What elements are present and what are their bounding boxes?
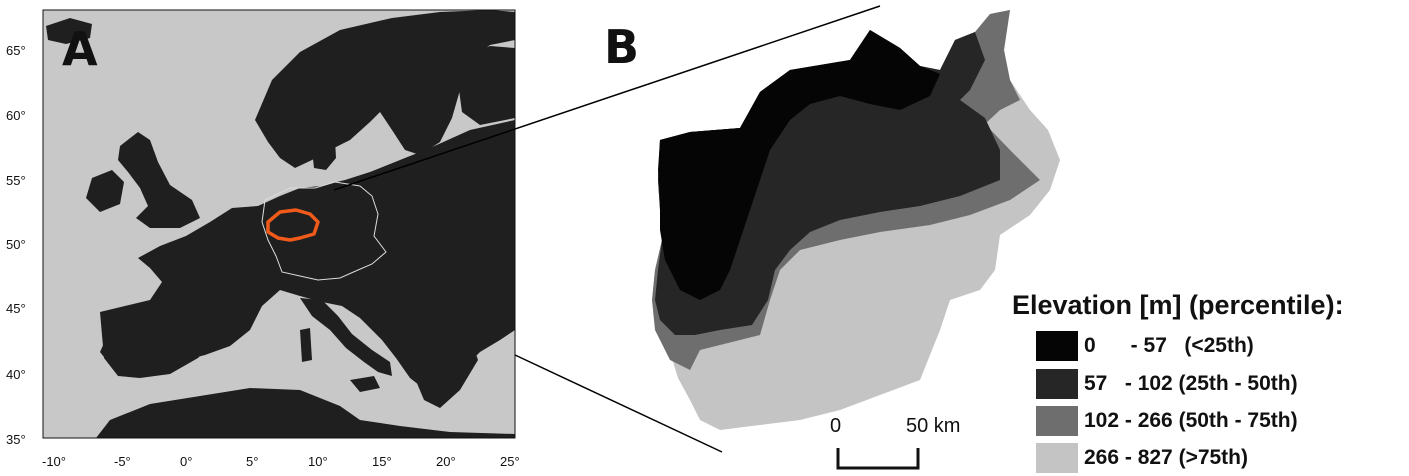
zoom-line-bottom bbox=[514, 354, 723, 453]
legend-item: 266 - 827 (>75th) bbox=[1036, 442, 1248, 474]
lat-tick: 55° bbox=[6, 173, 26, 188]
lon-tick: 15° bbox=[372, 454, 392, 469]
iceland bbox=[46, 18, 92, 44]
legend-item: 0 - 57 (<25th) bbox=[1036, 330, 1254, 362]
legend-label: 0 - 57 (<25th) bbox=[1084, 334, 1254, 357]
nrw-highlight bbox=[266, 208, 320, 242]
germany-border bbox=[261, 181, 387, 281]
lon-tick: 10° bbox=[308, 454, 328, 469]
legend-item: 57 - 102 (25th - 50th) bbox=[1036, 368, 1298, 400]
elevation-class-1 bbox=[658, 30, 940, 300]
legend-label: 57 - 102 (25th - 50th) bbox=[1084, 372, 1298, 395]
scale-start-label: 0 bbox=[830, 415, 842, 437]
elevation-class-2 bbox=[655, 30, 1000, 335]
legend-swatch bbox=[1036, 369, 1078, 399]
lon-tick: 5° bbox=[246, 454, 259, 469]
lat-tick: 50° bbox=[6, 237, 26, 252]
legend-label: 102 - 266 (50th - 75th) bbox=[1084, 409, 1298, 432]
lat-tick: 45° bbox=[6, 301, 26, 316]
balkans bbox=[400, 320, 478, 408]
legend-swatch bbox=[1036, 331, 1078, 361]
elevation-map bbox=[652, 10, 1060, 430]
scale-bar bbox=[836, 448, 920, 470]
lon-tick: 25° bbox=[500, 454, 520, 469]
panel-label-a: A bbox=[62, 22, 98, 76]
ireland bbox=[86, 170, 124, 212]
lat-tick: 60° bbox=[6, 108, 26, 123]
lat-tick: 35° bbox=[6, 432, 26, 447]
north-africa bbox=[96, 388, 515, 438]
legend-swatch bbox=[1036, 406, 1078, 436]
great-britain bbox=[118, 132, 200, 228]
lon-tick: -10° bbox=[42, 454, 66, 469]
legend-title: Elevation [m] (percentile): bbox=[1012, 290, 1344, 320]
iberia bbox=[100, 300, 222, 378]
map-a-frame bbox=[42, 9, 516, 439]
scandinavia bbox=[255, 10, 515, 168]
lon-tick: 20° bbox=[436, 454, 456, 469]
legend-swatch bbox=[1036, 443, 1078, 473]
legend-label: 266 - 827 (>75th) bbox=[1084, 446, 1249, 469]
denmark bbox=[312, 136, 336, 170]
finland bbox=[455, 46, 515, 125]
sardinia bbox=[300, 328, 312, 362]
sicily bbox=[350, 376, 380, 392]
lat-tick: 40° bbox=[6, 367, 26, 382]
lat-tick: 65° bbox=[6, 43, 26, 58]
panel-label-b: B bbox=[604, 20, 640, 74]
lon-tick: -5° bbox=[114, 454, 131, 469]
europe-map bbox=[42, 9, 516, 439]
italy bbox=[300, 298, 392, 376]
zoom-line-top bbox=[333, 5, 881, 191]
lon-tick: 0° bbox=[180, 454, 193, 469]
scale-end-label: 50 km bbox=[906, 415, 961, 437]
legend-item: 102 - 266 (50th - 75th) bbox=[1036, 405, 1298, 437]
